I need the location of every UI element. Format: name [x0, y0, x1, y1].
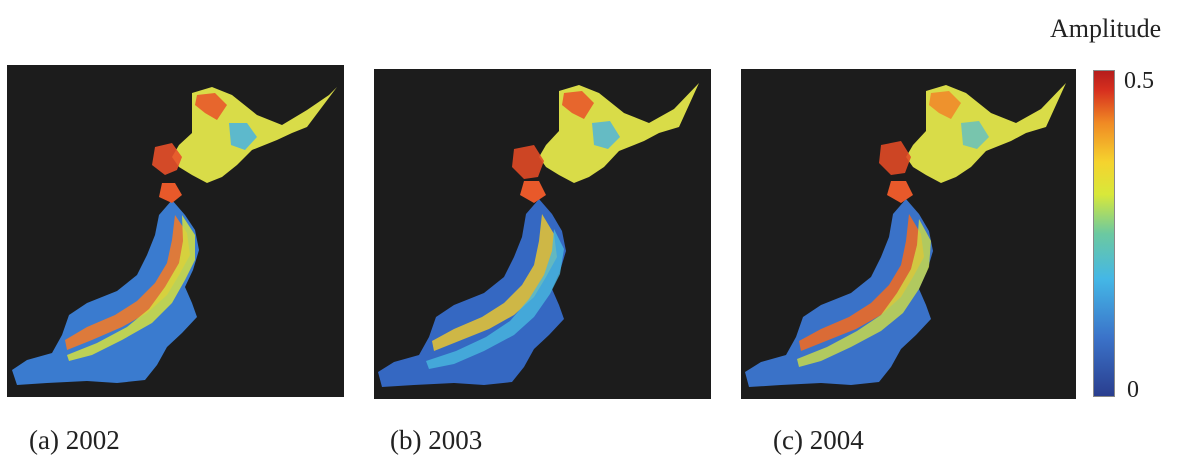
hokkaido-west [512, 145, 544, 179]
colorbar-min-label: 0 [1127, 377, 1139, 403]
honshu-island [745, 199, 933, 387]
honshu-midband [426, 229, 564, 369]
hokkaido-highland [929, 91, 961, 119]
hokkaido-west [152, 143, 182, 175]
caption-2003: (b) 2003 [390, 425, 483, 455]
map-2004 [741, 69, 1076, 399]
map-2003 [374, 69, 711, 399]
honshu-midband [797, 219, 931, 367]
tsugaru-peninsula [520, 181, 546, 203]
colorbar-gradient [1094, 71, 1114, 396]
hokkaido-highland [562, 91, 594, 119]
colorbar [1093, 70, 1115, 397]
honshu-midband [67, 215, 195, 361]
honshu-highland [65, 215, 190, 350]
hokkaido-west [879, 141, 911, 175]
map-panel-2004: (c) 2004 [741, 69, 1076, 455]
hokkaido-highland [195, 93, 227, 120]
honshu-highland [432, 214, 557, 351]
hokkaido-center [592, 121, 620, 149]
colorbar-max-label: 0.5 [1124, 68, 1154, 94]
caption-2004: (c) 2004 [773, 425, 864, 455]
hokkaido-center [229, 123, 257, 150]
hokkaido-center [961, 121, 989, 149]
map-panel-2003: (b) 2003 [374, 69, 711, 455]
honshu-island [12, 200, 199, 385]
caption-2002: (a) 2002 [29, 425, 120, 455]
map-2002 [7, 65, 344, 397]
honshu-island [378, 199, 566, 387]
honshu-highland [799, 214, 924, 351]
map-panel-2002: (a) 2002 [7, 65, 344, 455]
tsugaru-peninsula [887, 181, 913, 203]
tsugaru-peninsula [159, 183, 182, 203]
legend-title: Amplitude [1050, 14, 1162, 43]
